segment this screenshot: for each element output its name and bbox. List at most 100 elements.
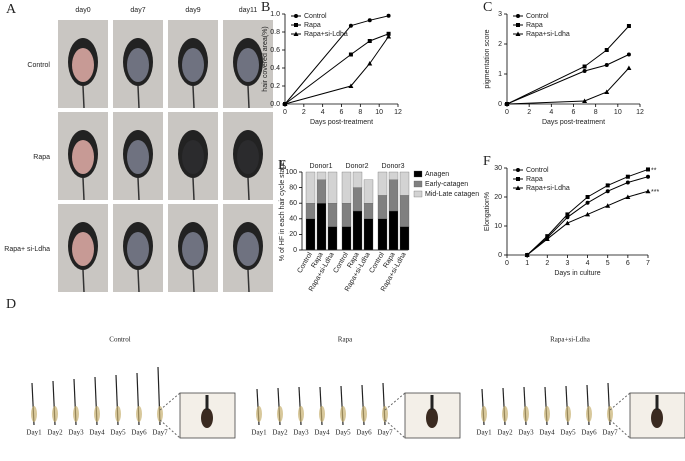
marker	[386, 31, 391, 36]
legend-label: Rapa+si-Ldha	[526, 31, 570, 38]
y-tick-label: 100	[285, 169, 297, 176]
hair-bulb	[52, 406, 58, 422]
x-tick-label: 0	[283, 109, 287, 116]
hair-bulb	[502, 406, 508, 422]
bar-segment	[341, 203, 352, 227]
hair-bulb	[565, 406, 571, 422]
day-label: Day3	[518, 429, 534, 437]
day-label: Day2	[497, 429, 513, 437]
x-tick-label: 12	[636, 109, 644, 116]
bar-segment	[363, 179, 374, 204]
hair-bulb	[544, 406, 550, 422]
bar-segment	[388, 179, 399, 212]
row-label: Rapa+ si-Ldha	[4, 246, 50, 253]
mouse-tail	[192, 269, 195, 293]
marker	[348, 52, 353, 57]
mouse-back	[237, 48, 259, 82]
x-tick-label: 3	[565, 260, 569, 267]
day-label: Day7	[377, 429, 393, 437]
marker	[646, 167, 650, 172]
line	[506, 54, 630, 105]
marker	[282, 101, 288, 106]
group-title: Rapa	[338, 336, 353, 344]
marker	[605, 203, 611, 208]
legend-marker	[516, 14, 520, 18]
hair-bulb	[136, 406, 142, 422]
marker	[585, 200, 590, 205]
legend-marker	[294, 23, 298, 27]
y-tick-label: 40	[289, 216, 297, 223]
marker	[545, 234, 550, 239]
y-tick-label: 30	[494, 165, 502, 172]
marker	[585, 211, 591, 217]
marker	[524, 252, 530, 257]
y-tick-label: 1.0	[270, 11, 280, 18]
day-label: Day1	[476, 429, 492, 437]
x-tick-label: 8	[594, 109, 598, 116]
marker	[544, 236, 550, 242]
bar-segment	[388, 210, 399, 251]
mouse-back	[72, 140, 94, 174]
marker	[626, 52, 631, 57]
bar-segment	[399, 226, 410, 251]
day-label: Day4	[539, 429, 555, 437]
y-tick-label: 3	[498, 11, 502, 18]
y-tick-label: 0	[293, 247, 297, 254]
y-axis-label: hair covered area(%)	[262, 26, 269, 91]
day-label: day9	[185, 7, 200, 14]
day-label: Day5	[110, 429, 126, 437]
panel-label: A	[6, 2, 17, 17]
mouse-tail	[247, 269, 250, 293]
marker	[645, 188, 651, 194]
mouse-back	[182, 140, 204, 174]
legend-swatch	[413, 180, 423, 188]
day-label: Day2	[47, 429, 63, 437]
day-label: Day6	[131, 429, 147, 437]
bar-segment	[399, 195, 410, 227]
marker	[625, 174, 630, 179]
y-tick-label: 20	[494, 194, 502, 201]
legend-label: Rapa	[526, 176, 543, 183]
marker	[605, 183, 610, 188]
marker	[646, 174, 650, 179]
y-axis-label: Elongation%	[484, 192, 491, 231]
bar-segment	[305, 203, 316, 219]
mouse-back	[72, 232, 94, 266]
mouse-tail	[82, 85, 85, 109]
group-title: Rapa+si-Ldha	[550, 336, 591, 344]
bar-segment	[377, 218, 388, 251]
line	[506, 25, 630, 105]
hair-bulb	[94, 406, 100, 422]
hair-bulb	[586, 406, 592, 422]
marker	[367, 39, 372, 43]
hair-bulb	[361, 406, 367, 422]
inset-bulb	[201, 408, 213, 428]
hair-bulb	[340, 406, 346, 422]
legend-label: Control	[526, 167, 549, 174]
row-label: Control	[27, 62, 50, 69]
hair-bulb	[256, 406, 262, 422]
bar-segment	[341, 171, 352, 204]
legend-swatch	[413, 170, 423, 178]
marker	[605, 189, 610, 194]
bar-segment	[305, 171, 316, 204]
legend-marker	[515, 31, 521, 36]
panel-label: C	[483, 0, 492, 15]
day-label: Day3	[293, 429, 309, 437]
x-axis-label: Days in culture	[554, 270, 600, 277]
group-label: Donor3	[382, 163, 405, 170]
legend-marker	[516, 168, 520, 172]
group-label: Donor1	[310, 163, 333, 170]
x-tick-label: 2	[545, 260, 549, 267]
bar-segment	[363, 218, 374, 251]
line	[284, 15, 389, 105]
y-tick-label: 1	[498, 71, 502, 78]
line	[526, 190, 649, 256]
bar-segment	[352, 171, 363, 188]
legend-marker	[516, 23, 520, 27]
day-label: Day4	[314, 429, 330, 437]
hair-bulb	[523, 406, 529, 422]
hair-bulb	[298, 406, 304, 422]
x-tick-label: 6	[340, 109, 344, 116]
